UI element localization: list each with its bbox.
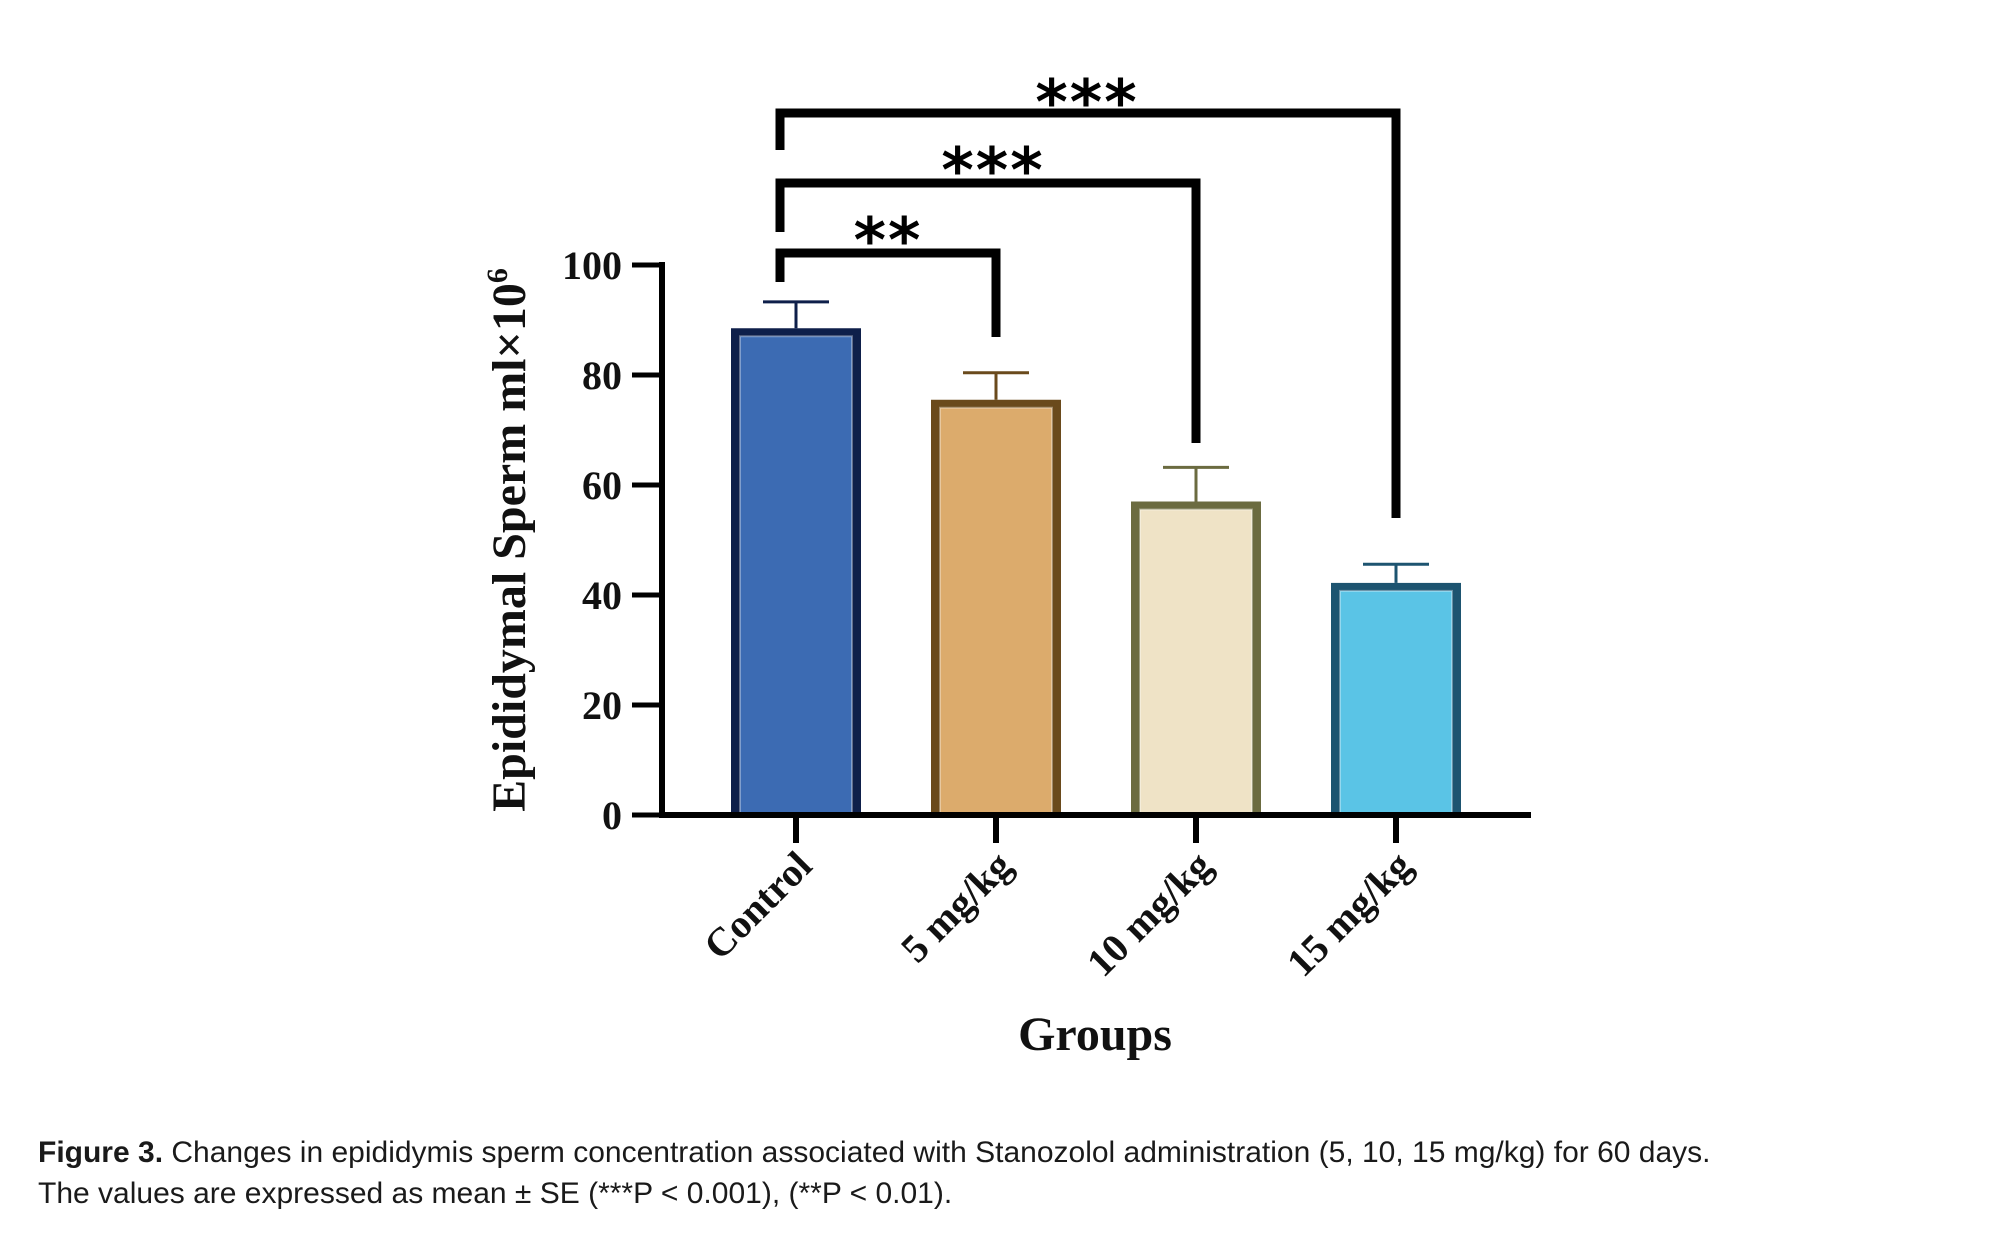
bar-group (731, 300, 861, 816)
significance-brackets: ******** (775, 66, 1401, 518)
bar-fill (939, 406, 1053, 816)
caption-line-2: The values are expressed as mean ± SE (*… (38, 1177, 953, 1210)
y-tick-label: 20 (582, 683, 622, 728)
y-tick-label: 60 (582, 463, 622, 508)
bar-fill (1339, 589, 1453, 817)
x-tick-label: 10 mg/kg (1078, 843, 1221, 986)
y-axis-title-superscript: 6 (481, 268, 514, 283)
y-ticks: 0 20 40 60 80 100 (562, 243, 662, 838)
bars (731, 300, 1461, 817)
y-tick-label: 0 (602, 793, 622, 838)
bar-group (1331, 562, 1461, 817)
y-tick-label: 40 (582, 573, 622, 618)
y-tick-label: 100 (562, 243, 622, 288)
caption-text-1: Changes in epididymis sperm concentratio… (171, 1136, 1711, 1169)
significance-label: *** (941, 134, 1044, 207)
significance-bracket: *** (775, 134, 1201, 443)
x-axis-title: Groups (1018, 1008, 1172, 1061)
significance-bracket: *** (775, 66, 1401, 518)
figure-caption: Figure 3. Changes in epididymis sperm co… (38, 1132, 1978, 1214)
significance-bracket: ** (775, 204, 1001, 337)
bracket-line (775, 178, 1201, 443)
bracket-line (775, 248, 1001, 337)
x-tick-label: 15 mg/kg (1278, 843, 1421, 986)
x-tick-label: Control (695, 843, 821, 969)
y-tick-label: 80 (582, 353, 622, 398)
significance-label: *** (1035, 66, 1138, 139)
axes (659, 262, 1531, 818)
y-axis-title: Epididymal Sperm ml×106 (481, 268, 536, 812)
caption-line-1: Figure 3. Changes in epididymis sperm co… (38, 1132, 1978, 1173)
caption-label: Figure 3. (38, 1136, 164, 1169)
bar-fill (739, 335, 853, 816)
bar-fill (1139, 508, 1253, 816)
bracket-line (775, 108, 1401, 518)
bar-group (931, 371, 1061, 816)
bar-group (1131, 465, 1261, 816)
x-tick-label: 5 mg/kg (892, 843, 1020, 971)
x-ticks: Control 5 mg/kg 10 mg/kg 15 mg/kg (695, 815, 1421, 986)
significance-label: ** (854, 204, 923, 277)
